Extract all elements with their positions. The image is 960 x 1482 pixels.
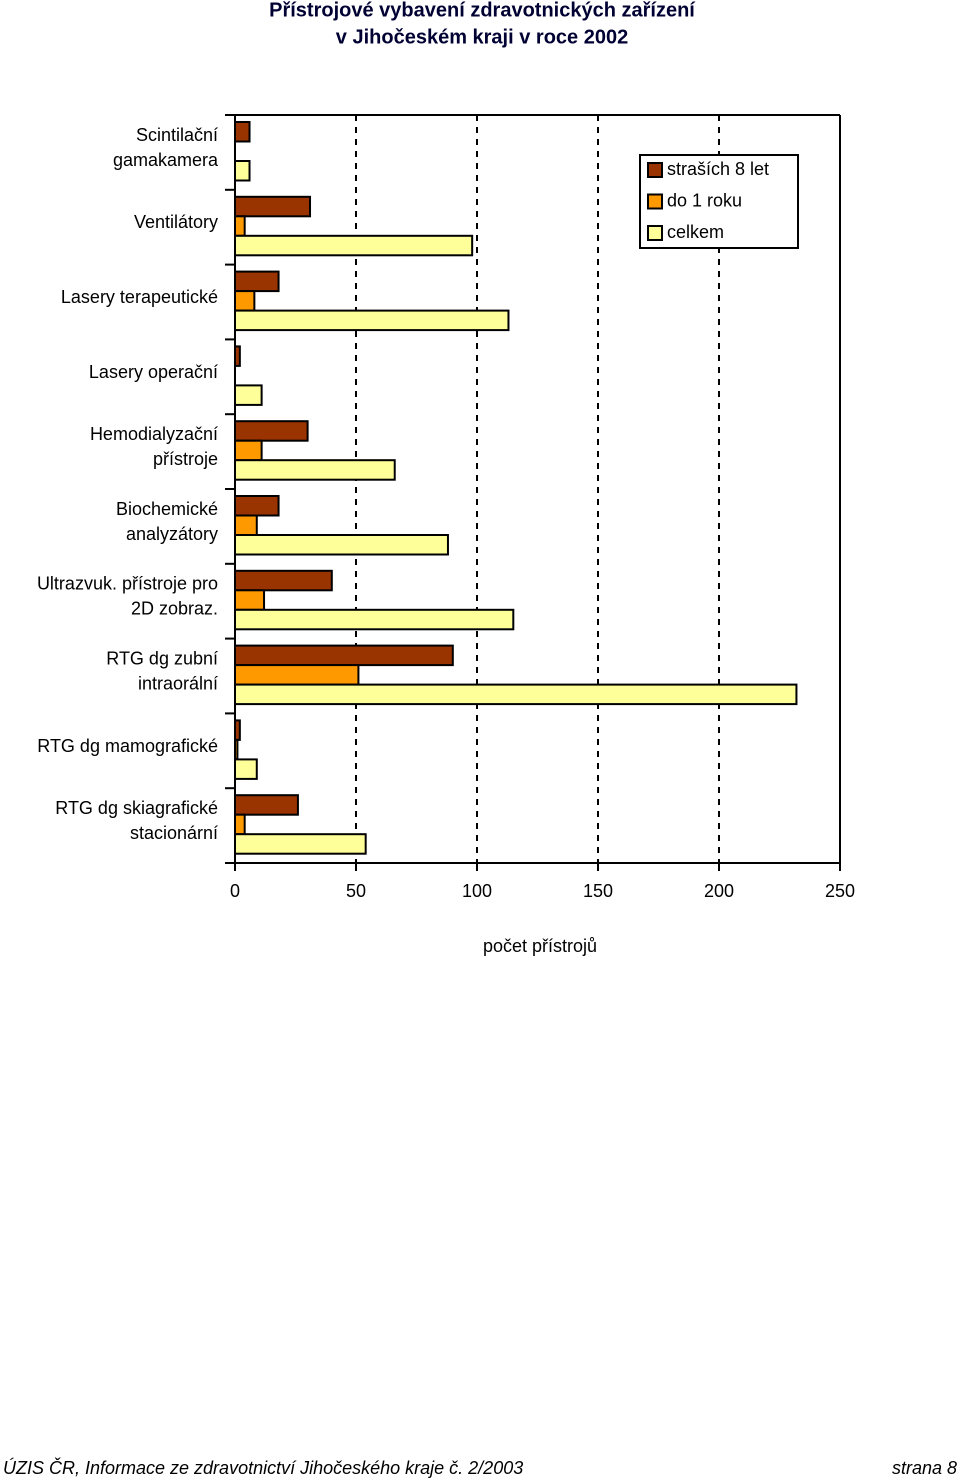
legend-label: celkem [667, 222, 724, 242]
y-tick-label: RTG dg mamografické [37, 736, 218, 756]
chart-subtitle: v Jihočeském kraji v roce 2002 [336, 26, 628, 48]
legend-box [639, 154, 799, 249]
bar [234, 309, 510, 332]
footer-right: strana 8 [892, 1458, 957, 1478]
bar [234, 589, 266, 611]
bar [234, 644, 454, 667]
bar [234, 758, 258, 780]
bar [234, 439, 263, 462]
bar [234, 160, 251, 182]
y-tick-label: Lasery operační [89, 362, 218, 382]
bar [234, 719, 241, 741]
x-tick-label: 50 [346, 881, 366, 901]
bar [234, 813, 246, 836]
legend-swatch [647, 162, 663, 178]
bar [234, 738, 239, 761]
y-tick-label: RTG dg skiagrafické stacionární [55, 798, 218, 843]
bar [234, 290, 256, 312]
bar [234, 664, 360, 686]
x-tick-label: 200 [704, 881, 734, 901]
legend-swatch [647, 225, 663, 241]
legend-label: do 1 roku [667, 190, 742, 210]
y-tick-label: Ultrazvuk. přístroje pro 2D zobraz. [37, 573, 218, 618]
legend-swatch [647, 193, 663, 210]
bar [234, 195, 312, 218]
bar [234, 514, 258, 536]
bar [234, 215, 246, 237]
x-tick-label: 100 [462, 881, 492, 901]
footer-left: ÚZIS ČR, Informace ze zdravotnictví Jiho… [3, 1457, 523, 1478]
bar [234, 569, 333, 592]
x-tick-label: 250 [825, 881, 855, 901]
bar [234, 683, 798, 706]
bar [234, 420, 309, 442]
bar [234, 459, 396, 481]
bar [234, 534, 449, 556]
legend-label: straších 8 let [667, 159, 769, 179]
bar [234, 833, 367, 855]
x-tick-label: 0 [230, 881, 240, 901]
bar [234, 384, 263, 406]
bar [234, 794, 299, 816]
bar [234, 495, 280, 517]
y-tick-label: RTG dg zubní intraorální [106, 648, 218, 693]
bar [234, 234, 474, 257]
bar [234, 270, 280, 293]
bar [234, 121, 251, 143]
y-tick-label: Hemodialyzační přístroje [90, 424, 218, 469]
y-tick-label: Lasery terapeutické [61, 287, 218, 307]
y-tick-label: Biochemické analyzátory [116, 499, 218, 544]
bar [234, 608, 515, 631]
x-tick-label: 150 [583, 881, 613, 901]
chart-title: Přístrojové vybavení zdravotnických zaří… [269, 0, 696, 21]
bar [234, 345, 241, 367]
x-axis-label: počet přístrojů [483, 936, 597, 956]
y-tick-label: Ventilátory [134, 212, 218, 232]
y-tick-label: Scintilační gamakamera [113, 125, 219, 170]
